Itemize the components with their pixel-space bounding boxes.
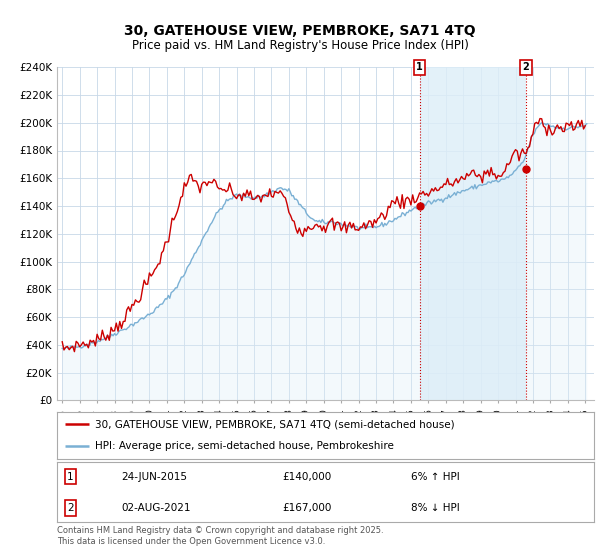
Text: £140,000: £140,000 [283,472,332,482]
Text: Price paid vs. HM Land Registry's House Price Index (HPI): Price paid vs. HM Land Registry's House … [131,39,469,52]
Text: 02-AUG-2021: 02-AUG-2021 [121,503,191,513]
Text: 1: 1 [416,62,423,72]
Text: 8% ↓ HPI: 8% ↓ HPI [412,503,460,513]
Text: 30, GATEHOUSE VIEW, PEMBROKE, SA71 4TQ: 30, GATEHOUSE VIEW, PEMBROKE, SA71 4TQ [124,24,476,38]
Text: £167,000: £167,000 [283,503,332,513]
Text: 6% ↑ HPI: 6% ↑ HPI [412,472,460,482]
Text: 2: 2 [523,62,529,72]
Text: 1: 1 [67,472,74,482]
Bar [419,67,526,400]
Text: 24-JUN-2015: 24-JUN-2015 [121,472,187,482]
Text: 30, GATEHOUSE VIEW, PEMBROKE, SA71 4TQ (semi-detached house): 30, GATEHOUSE VIEW, PEMBROKE, SA71 4TQ (… [95,419,454,430]
Text: HPI: Average price, semi-detached house, Pembrokeshire: HPI: Average price, semi-detached house,… [95,441,394,451]
Text: 2: 2 [67,503,74,513]
Text: Contains HM Land Registry data © Crown copyright and database right 2025.
This d: Contains HM Land Registry data © Crown c… [57,526,383,546]
